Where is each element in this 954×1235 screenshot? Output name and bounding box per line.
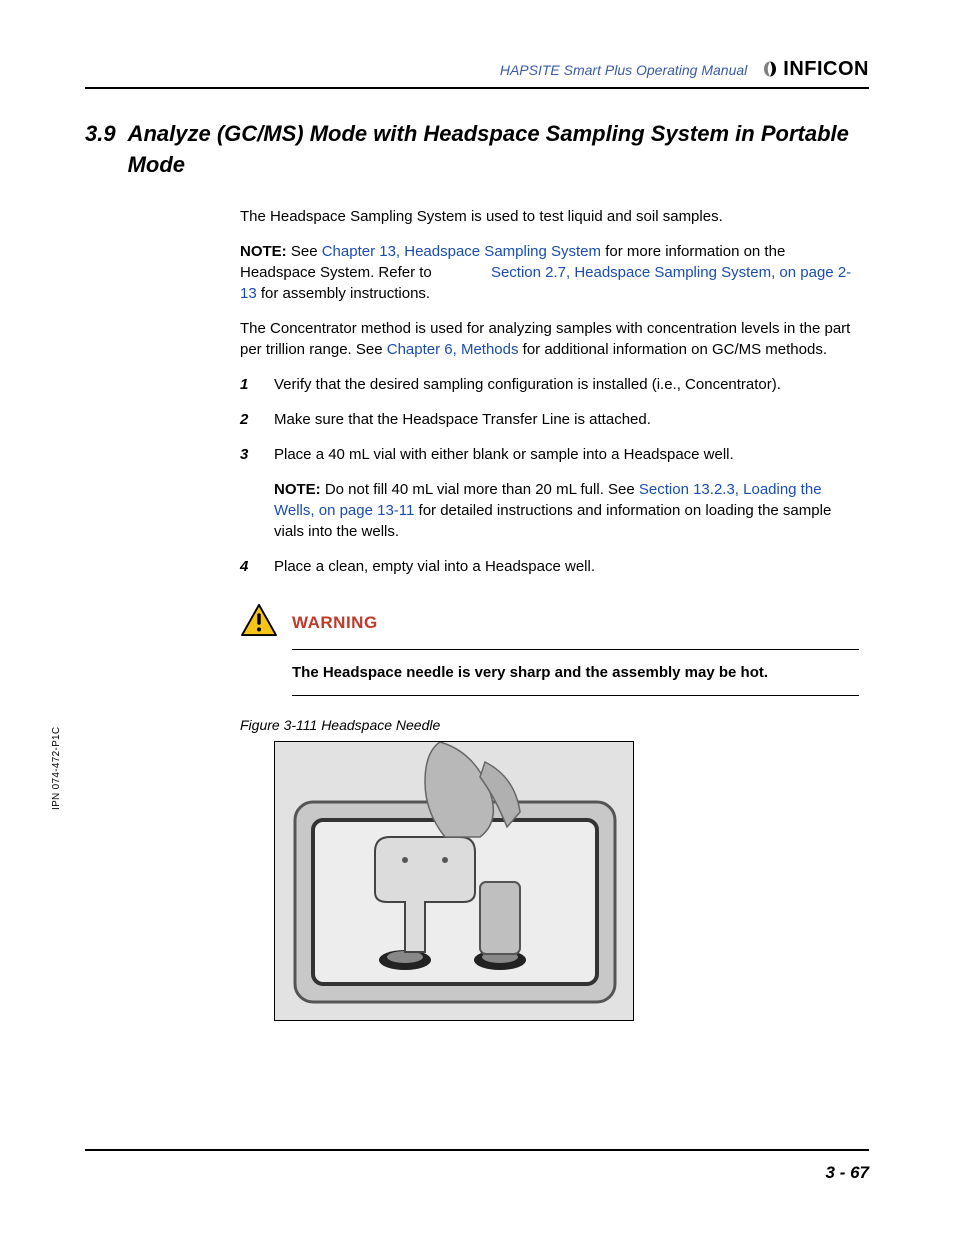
- step-text: Place a clean, empty vial into a Headspa…: [274, 556, 859, 577]
- step-3: 3 Place a 40 mL vial with either blank o…: [240, 444, 859, 465]
- step-2: 2 Make sure that the Headspace Transfer …: [240, 409, 859, 430]
- link-chapter-13[interactable]: Chapter 13, Headspace Sampling System: [322, 243, 601, 260]
- warning-text: The Headspace needle is very sharp and t…: [292, 662, 859, 683]
- para-2: The Concentrator method is used for anal…: [240, 318, 859, 360]
- page-number: 3 - 67: [826, 1163, 869, 1182]
- step-text: Place a 40 mL vial with either blank or …: [274, 444, 859, 465]
- logo-icon: [761, 60, 779, 78]
- warning-icon: [240, 603, 278, 643]
- step-number: 4: [240, 556, 254, 577]
- note-label: NOTE:: [274, 481, 321, 498]
- warning-label: WARNING: [292, 611, 378, 635]
- section-heading: 3.9 Analyze (GC/MS) Mode with Headspace …: [85, 119, 869, 181]
- step-text: Verify that the desired sampling configu…: [274, 374, 859, 395]
- section-title: Analyze (GC/MS) Mode with Headspace Samp…: [128, 119, 869, 181]
- step-number: 3: [240, 444, 254, 465]
- note-1: NOTE: See Chapter 13, Headspace Sampling…: [240, 241, 859, 304]
- step-4: 4 Place a clean, empty vial into a Heads…: [240, 556, 859, 577]
- page-header: HAPSITE Smart Plus Operating Manual INFI…: [85, 55, 869, 89]
- warning-rule-top: [292, 649, 859, 650]
- step-number: 2: [240, 409, 254, 430]
- page-footer: 3 - 67: [85, 1149, 869, 1185]
- figure-caption: Figure 3-111 Headspace Needle: [240, 716, 859, 736]
- link-chapter-6[interactable]: Chapter 6, Methods: [387, 341, 519, 358]
- note-label: NOTE:: [240, 243, 287, 260]
- warning-header: WARNING: [240, 603, 859, 643]
- note-text-c: for assembly instructions.: [257, 285, 430, 302]
- step-3-note: NOTE: Do not fill 40 mL vial more than 2…: [274, 479, 859, 542]
- intro-paragraph: The Headspace Sampling System is used to…: [240, 206, 859, 227]
- warning-rule-bottom: [292, 695, 859, 696]
- section-number: 3.9: [85, 119, 116, 181]
- content-body: The Headspace Sampling System is used to…: [240, 206, 859, 1022]
- page: HAPSITE Smart Plus Operating Manual INFI…: [0, 0, 954, 1235]
- figure-image: [274, 741, 634, 1021]
- brand-logo: INFICON: [761, 55, 869, 83]
- para2-b: for additional information on GC/MS meth…: [519, 341, 827, 358]
- step3-note-a: Do not fill 40 mL vial more than 20 mL f…: [325, 481, 639, 498]
- brand-name: INFICON: [783, 55, 869, 83]
- manual-title: HAPSITE Smart Plus Operating Manual: [500, 61, 747, 83]
- side-ipn-label: IPN 074-472-P1C: [50, 727, 64, 810]
- step-number: 1: [240, 374, 254, 395]
- note-text-a: See: [291, 243, 322, 260]
- step-text: Make sure that the Headspace Transfer Li…: [274, 409, 859, 430]
- step-1: 1 Verify that the desired sampling confi…: [240, 374, 859, 395]
- warning-block: WARNING The Headspace needle is very sha…: [240, 603, 859, 696]
